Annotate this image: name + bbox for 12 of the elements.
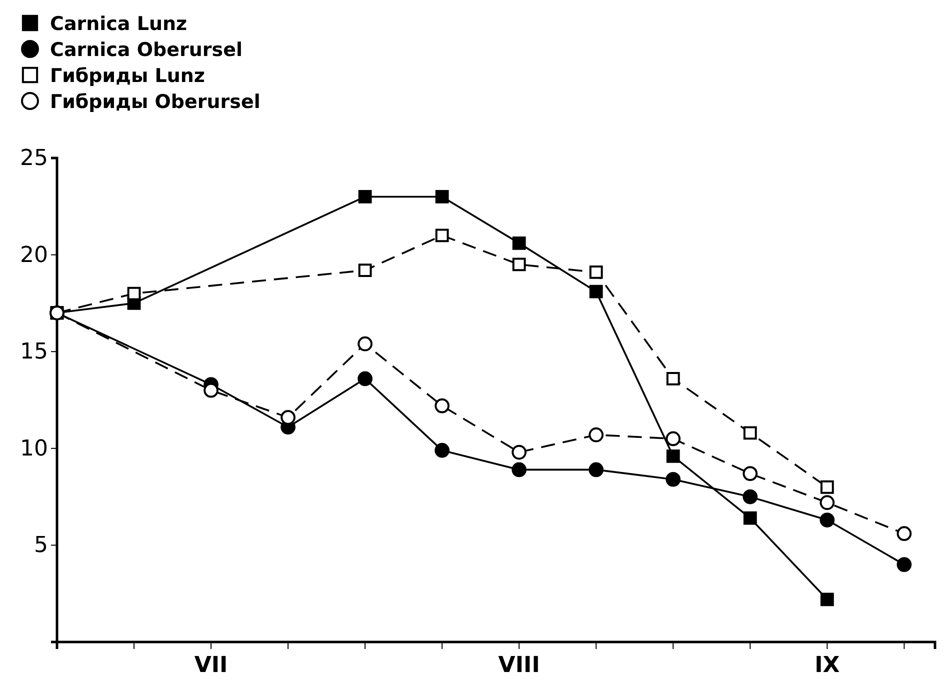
legend-label: Гибриды Oberursel bbox=[50, 91, 260, 113]
x-tick-label: IX bbox=[814, 652, 840, 678]
y-tick-label: 15 bbox=[20, 340, 48, 365]
x-tick-label: VIII bbox=[498, 652, 540, 678]
legend-label: Carnica Lunz bbox=[50, 13, 188, 35]
y-tick-label: 5 bbox=[34, 533, 48, 558]
legend-label: Carnica Oberursel bbox=[50, 39, 242, 61]
x-tick-label: VII bbox=[194, 652, 228, 678]
y-tick-label: 25 bbox=[20, 146, 48, 172]
legend-label: Гибриды Lunz bbox=[50, 65, 205, 87]
y-tick-label: 10 bbox=[20, 436, 48, 462]
y-tick-label: 20 bbox=[20, 242, 48, 268]
